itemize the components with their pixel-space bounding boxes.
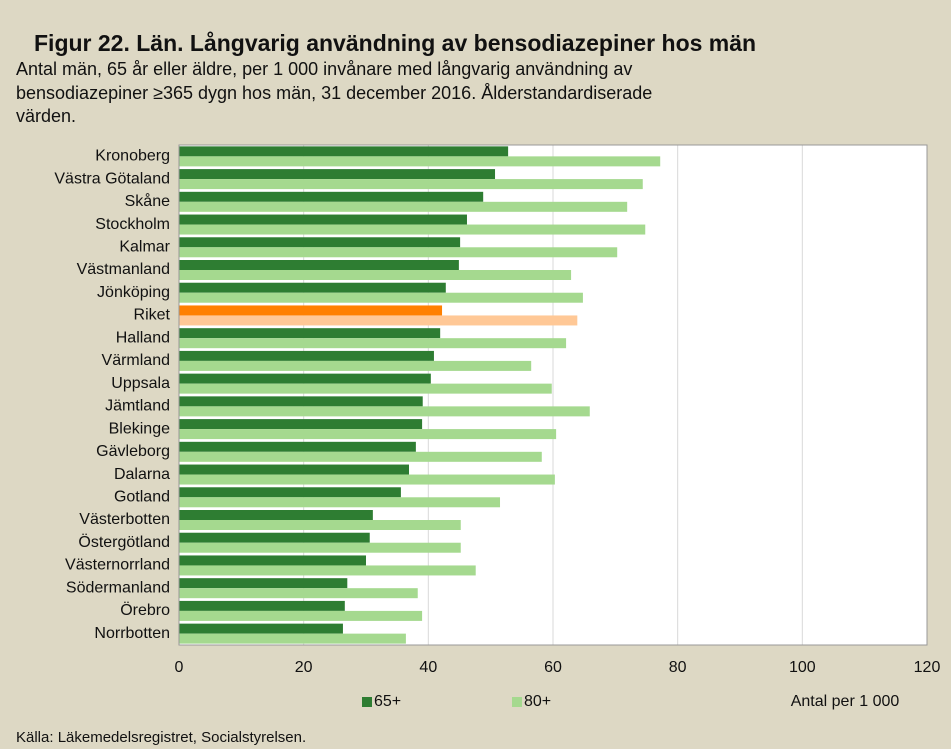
legend-swatch xyxy=(512,697,522,707)
y-tick-label: Norrbotten xyxy=(94,625,170,642)
y-tick-label: Västerbotten xyxy=(79,511,170,528)
legend-label: 80+ xyxy=(524,693,551,710)
bar xyxy=(179,555,366,566)
y-tick-label: Gävleborg xyxy=(96,443,170,460)
bar xyxy=(179,201,628,212)
bar xyxy=(179,464,410,475)
bar xyxy=(179,487,401,498)
bar xyxy=(179,600,345,611)
bar xyxy=(179,520,461,530)
bar xyxy=(179,292,583,303)
y-tick-label: Östergötland xyxy=(78,533,170,551)
bar xyxy=(179,315,578,326)
bar xyxy=(179,396,423,407)
y-tick-label: Uppsala xyxy=(111,375,170,392)
bar xyxy=(179,474,555,485)
x-axis-label: Antal per 1 000 xyxy=(791,693,900,710)
bar xyxy=(179,305,443,316)
y-tick-label: Jönköping xyxy=(97,284,170,301)
bar xyxy=(179,360,532,371)
legend-label: 65+ xyxy=(374,693,401,710)
bar xyxy=(179,610,423,621)
y-tick-label: Stockholm xyxy=(95,216,170,233)
x-tick-label: 100 xyxy=(789,659,816,676)
bar xyxy=(179,328,441,339)
bar xyxy=(179,247,618,258)
x-tick-label: 60 xyxy=(544,659,562,676)
bar xyxy=(179,179,643,190)
bar xyxy=(179,373,431,384)
bar xyxy=(179,383,552,394)
bar xyxy=(179,191,484,202)
y-tick-label: Kalmar xyxy=(119,238,170,255)
y-tick-label: Kronoberg xyxy=(95,148,170,165)
subtitle: värden. xyxy=(16,106,76,126)
bar xyxy=(179,214,467,225)
x-tick-label: 20 xyxy=(295,659,313,676)
bar xyxy=(179,338,567,349)
bar xyxy=(179,406,590,417)
y-tick-label: Jämtland xyxy=(105,398,170,415)
x-tick-label: 80 xyxy=(669,659,687,676)
y-tick-label: Västmanland xyxy=(77,261,170,278)
y-tick-label: Skåne xyxy=(125,192,170,210)
y-tick-label: Örebro xyxy=(120,601,170,619)
subtitle: bensodiazepiner ≥365 dygn hos män, 31 de… xyxy=(16,83,652,103)
y-tick-label: Riket xyxy=(134,307,171,324)
bar xyxy=(179,588,418,599)
y-tick-label: Värmland xyxy=(102,352,170,369)
bar xyxy=(179,532,370,543)
x-tick-label: 120 xyxy=(914,659,941,676)
x-tick-label: 0 xyxy=(175,659,184,676)
bar xyxy=(179,156,661,167)
bar xyxy=(179,237,461,248)
bar xyxy=(179,429,557,440)
bar xyxy=(179,497,501,508)
bar xyxy=(179,282,446,293)
bar xyxy=(179,633,406,644)
x-tick-label: 40 xyxy=(419,659,437,676)
bar xyxy=(179,350,434,361)
bar xyxy=(179,441,416,452)
y-tick-label: Blekinge xyxy=(109,420,170,437)
y-tick-label: Gotland xyxy=(114,488,170,505)
y-tick-label: Västernorrland xyxy=(65,557,170,574)
y-tick-label: Halland xyxy=(116,329,170,346)
bar xyxy=(179,270,572,280)
y-tick-label: Södermanland xyxy=(66,579,170,596)
legend-swatch xyxy=(362,697,372,707)
bar xyxy=(179,542,461,553)
plot-area xyxy=(178,144,928,646)
bar xyxy=(179,260,459,270)
bar xyxy=(179,224,646,235)
bar xyxy=(179,451,542,462)
source: Källa: Läkemedelsregistret, Socialstyrel… xyxy=(16,729,306,746)
chart-title: Figur 22. Län. Långvarig användning av b… xyxy=(34,30,756,56)
subtitle: Antal män, 65 år eller äldre, per 1 000 … xyxy=(16,59,632,79)
bar xyxy=(179,623,343,634)
bar xyxy=(179,146,509,157)
bar xyxy=(179,169,496,180)
bar xyxy=(179,578,348,589)
y-tick-label: Dalarna xyxy=(114,466,170,483)
bar xyxy=(179,419,423,430)
bar xyxy=(179,510,373,520)
y-tick-label: Västra Götaland xyxy=(54,170,170,187)
bar xyxy=(179,565,476,576)
